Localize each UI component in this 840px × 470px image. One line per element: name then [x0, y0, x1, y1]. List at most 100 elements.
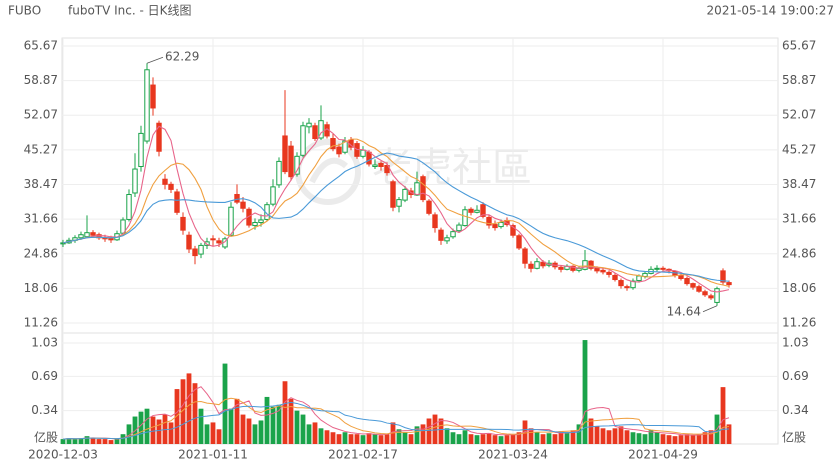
volume-bar [84, 436, 90, 444]
y-tick-label-right: 65.67 [782, 39, 816, 53]
candle-body [600, 269, 606, 273]
volume-bar [288, 398, 294, 444]
price-ma-line [62, 138, 730, 287]
candle-body [198, 244, 204, 255]
candle-body [258, 219, 264, 224]
y-tick-label: 38.47 [24, 177, 58, 191]
candle-body [390, 181, 396, 208]
candle-body [210, 238, 216, 241]
candle-body [462, 209, 468, 227]
volume-bar [552, 434, 558, 444]
candle-body [138, 132, 144, 168]
max-pointer [146, 56, 164, 64]
candle-body [510, 225, 516, 236]
volume-bar [270, 406, 276, 444]
volume-tick-label: 1.03 [31, 336, 58, 350]
volume-bar [174, 389, 180, 444]
candle-body [342, 140, 348, 153]
volume-bar [456, 434, 462, 444]
volume-bar [474, 435, 480, 444]
volume-bar [666, 435, 672, 444]
x-tick-label: 2021-04-29 [628, 448, 698, 462]
candle-body [108, 237, 114, 241]
volume-bar [636, 433, 642, 444]
candle-body [636, 275, 642, 282]
volume-bar [504, 435, 510, 444]
volume-bar [516, 432, 522, 444]
candle-body [492, 224, 498, 229]
volume-bar [282, 381, 288, 444]
watermark-logo [295, 139, 361, 205]
candle-body [420, 176, 426, 201]
volume-bar [114, 439, 120, 444]
volume-bar [612, 428, 618, 444]
volume-bar [324, 430, 330, 444]
volume-bar [378, 435, 384, 444]
y-tick-label-right: 11.26 [782, 316, 816, 330]
candle-body [456, 224, 462, 232]
volume-bar [582, 340, 588, 444]
price-ma-line [62, 152, 730, 282]
candle-body [378, 162, 384, 168]
y-tick-label-right: 24.86 [782, 246, 816, 260]
candle-body [402, 188, 408, 201]
candle-body [612, 274, 618, 281]
volume-bar [108, 440, 114, 444]
volume-bar [156, 419, 162, 444]
volume-bar [318, 428, 324, 444]
volume-bar [204, 424, 210, 444]
candle-body [312, 125, 318, 140]
volume-tick-label-right: 亿股 [782, 430, 806, 445]
candle-body [84, 232, 90, 238]
candle-body [714, 288, 720, 303]
volume-bar [180, 379, 186, 444]
candle-body [432, 214, 438, 229]
candle-body [444, 237, 450, 242]
candle-body [570, 265, 576, 271]
volume-bar [606, 430, 612, 444]
candle-body [558, 266, 564, 270]
ticker: FUBO [8, 4, 41, 18]
candle-body [606, 271, 612, 275]
volume-bar [546, 433, 552, 444]
candle-body [336, 146, 342, 155]
candle-body [474, 209, 480, 213]
y-tick-label-right: 45.27 [782, 142, 816, 156]
candle-body [624, 286, 630, 289]
volume-bar [720, 387, 726, 444]
candle-body [588, 260, 594, 269]
volume-bar [498, 436, 504, 444]
candle-body [252, 222, 258, 227]
volume-bar [138, 411, 144, 444]
volume-bar [192, 383, 198, 444]
volume-bar [372, 434, 378, 444]
candle-body [528, 263, 534, 269]
candle-body [90, 232, 96, 236]
volume-bar [696, 434, 702, 444]
volume-bar [234, 398, 240, 444]
candle-body [684, 278, 690, 285]
volume-bar [120, 434, 126, 444]
volume-bar [198, 408, 204, 444]
candle-body [522, 248, 528, 264]
volume-bar [78, 438, 84, 444]
watermark: 老虎社區 [372, 145, 532, 191]
candle-body [630, 280, 636, 289]
candle-body [132, 168, 138, 194]
volume-bar [72, 439, 78, 444]
volume-bar [618, 426, 624, 444]
volume-bar [480, 434, 486, 444]
candle-body [234, 194, 240, 203]
volume-bar [672, 436, 678, 444]
volume-bar [690, 435, 696, 444]
volume-bar [420, 424, 426, 444]
candle-body [678, 274, 684, 280]
volume-bar [60, 439, 66, 444]
volume-bar [450, 432, 456, 444]
volume-bar [564, 432, 570, 444]
volume-bar [492, 435, 498, 444]
volume-bar [102, 439, 108, 444]
volume-bar [594, 426, 600, 444]
min-label: 14.64 [667, 304, 701, 318]
candle-body [306, 122, 312, 128]
